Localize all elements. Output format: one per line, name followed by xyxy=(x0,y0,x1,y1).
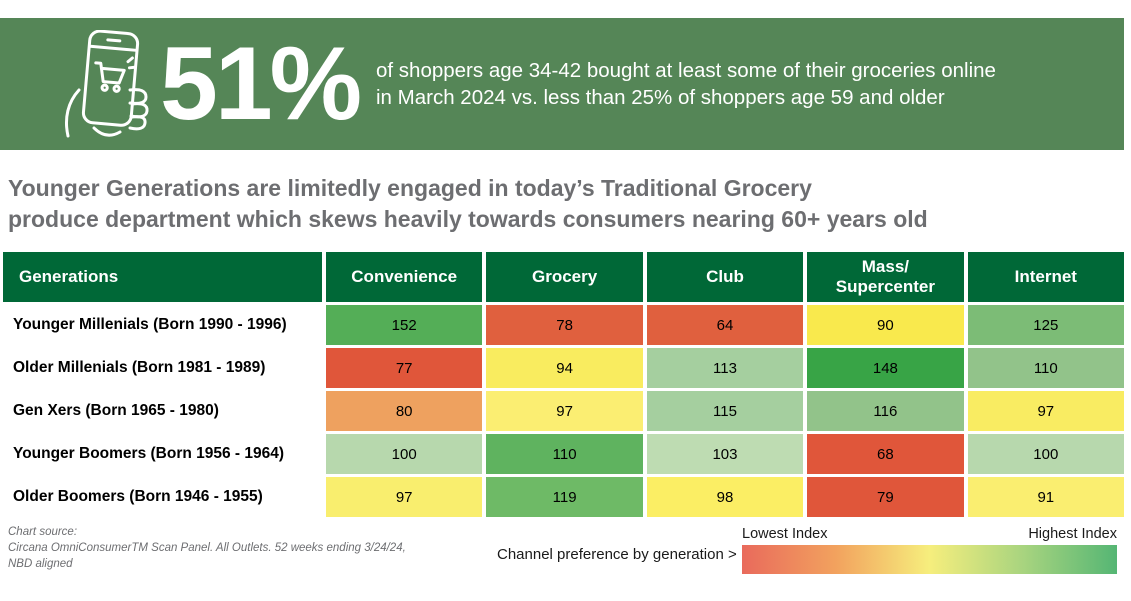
heatmap-cell: 148 xyxy=(807,348,964,388)
stat-value: 51% xyxy=(160,25,362,142)
stat-description-line2: in March 2024 vs. less than 25% of shopp… xyxy=(376,86,945,109)
heatmap-cell: 78 xyxy=(486,305,643,345)
column-header-mass-supercenter: Mass/ Supercenter xyxy=(807,252,964,302)
heatmap-cell: 97 xyxy=(326,477,483,517)
legend-low-label: Lowest Index xyxy=(742,526,828,542)
row-label: Younger Boomers (Born 1956 - 1964) xyxy=(3,434,322,474)
chart-source-line1: Chart source: xyxy=(8,526,78,538)
legend-caption: Channel preference by generation > xyxy=(497,546,737,563)
heatmap-cell: 68 xyxy=(807,434,964,474)
heatmap-cell: 103 xyxy=(646,434,804,474)
heatmap-cell: 116 xyxy=(807,391,964,431)
chart-source-note: Chart source: Circana OmniConsumerTM Sca… xyxy=(8,524,406,572)
heatmap-cell: 100 xyxy=(326,434,483,474)
heatmap-cell: 113 xyxy=(646,348,804,388)
color-legend: Lowest Index Highest Index xyxy=(742,526,1117,574)
heatmap-cell: 97 xyxy=(967,391,1124,431)
chart-source-line2: Circana OmniConsumerTM Scan Panel. All O… xyxy=(8,542,406,555)
stat-banner: 51% of shoppers age 34-42 bought at leas… xyxy=(0,18,1124,150)
heatmap-cell: 110 xyxy=(486,434,643,474)
heatmap-cell: 110 xyxy=(967,348,1124,388)
page-title-line1: Younger Generations are limitedly engage… xyxy=(8,175,812,201)
phone-shopping-cart-icon xyxy=(64,30,149,138)
heatmap-cell: 119 xyxy=(486,477,643,517)
row-label: Gen Xers (Born 1965 - 1980) xyxy=(3,391,322,431)
column-header-club: Club xyxy=(646,252,804,302)
heatmap-cell: 79 xyxy=(807,477,964,517)
heatmap-cell: 98 xyxy=(646,477,804,517)
heatmap-cell: 94 xyxy=(486,348,643,388)
heatmap-cell: 152 xyxy=(326,305,483,345)
row-label: Older Boomers (Born 1946 - 1955) xyxy=(3,477,322,517)
heatmap-cell: 115 xyxy=(646,391,804,431)
column-header-grocery: Grocery xyxy=(486,252,643,302)
heatmap-cell: 64 xyxy=(646,305,804,345)
legend-high-label: Highest Index xyxy=(1028,526,1117,542)
heatmap-cell: 90 xyxy=(807,305,964,345)
stat-description: of shoppers age 34-42 bought at least so… xyxy=(376,18,996,150)
page-title-line2: produce department which skews heavily t… xyxy=(8,206,928,232)
row-label: Older Millenials (Born 1981 - 1989) xyxy=(3,348,322,388)
heatmap-table: Generations Convenience Grocery Club Mas… xyxy=(3,252,1124,517)
column-header-convenience: Convenience xyxy=(326,252,483,302)
heatmap-cell: 100 xyxy=(967,434,1124,474)
row-label: Younger Millenials (Born 1990 - 1996) xyxy=(3,305,322,345)
heatmap-cell: 97 xyxy=(486,391,643,431)
page-title: Younger Generations are limitedly engage… xyxy=(8,173,928,235)
column-header-internet: Internet xyxy=(967,252,1124,302)
heatmap-cell: 77 xyxy=(326,348,483,388)
column-header-generations: Generations xyxy=(3,252,322,302)
heatmap-cell: 125 xyxy=(967,305,1124,345)
chart-source-line3: NBD aligned xyxy=(8,558,73,571)
stat-description-line1: of shoppers age 34-42 bought at least so… xyxy=(376,59,996,82)
heatmap-cell: 80 xyxy=(326,391,483,431)
legend-gradient-bar xyxy=(742,545,1117,574)
heatmap-cell: 91 xyxy=(967,477,1124,517)
